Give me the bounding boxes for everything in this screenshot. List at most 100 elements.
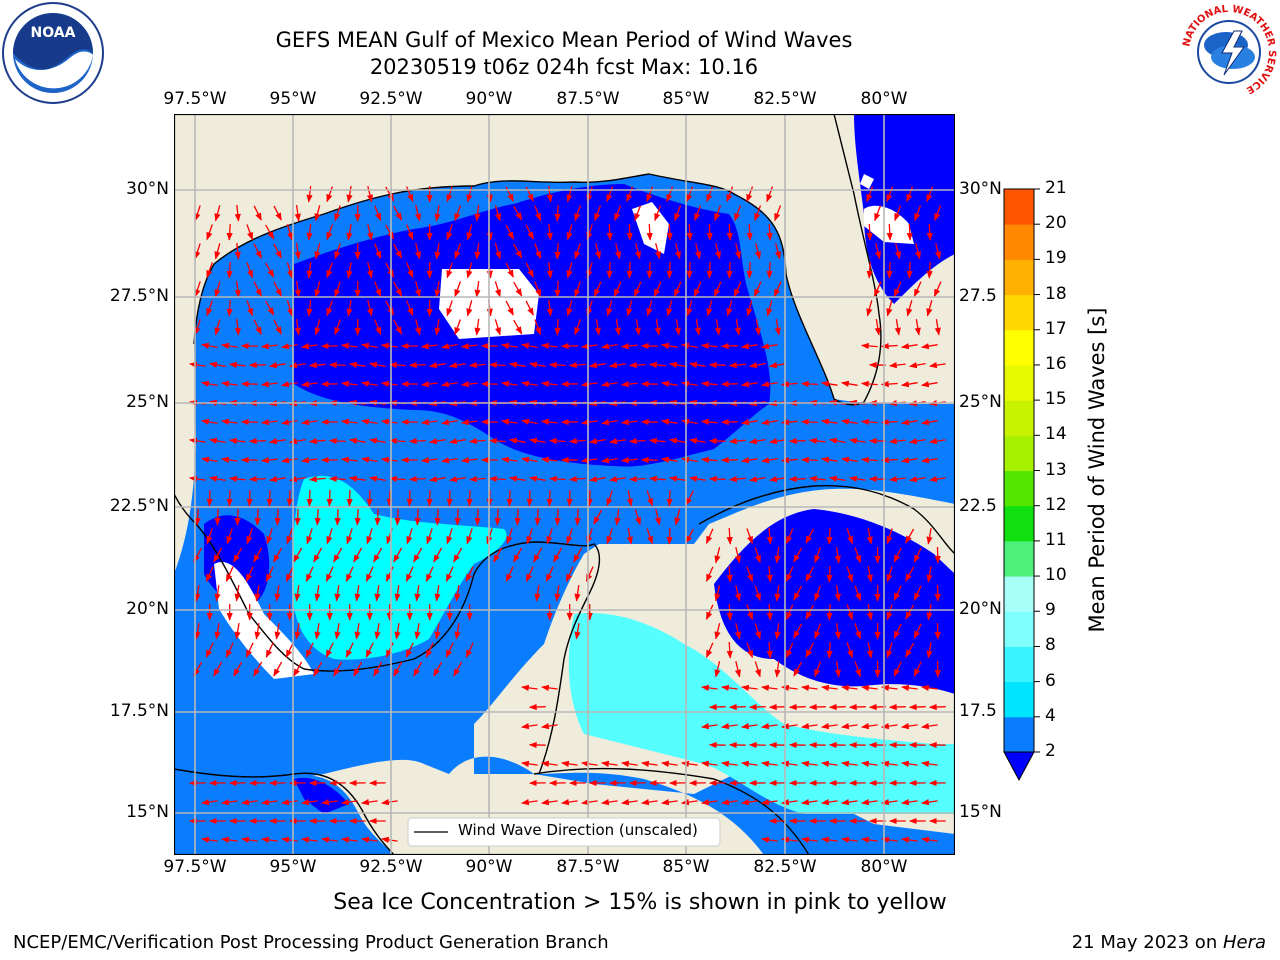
wind-wave-arrow [306,300,313,317]
wind-wave-arrow [788,703,806,711]
wind-wave-arrow [749,476,766,483]
wind-wave-arrow [354,508,361,526]
wind-wave-arrow [901,381,918,388]
wind-wave-arrow [253,281,262,297]
wind-wave-arrow [566,489,573,507]
wind-wave-arrow [893,661,902,677]
colorbar-segment [1004,259,1034,296]
wind-wave-arrow [669,437,686,444]
wind-wave-arrow [269,438,286,445]
wind-wave-arrow [474,281,481,298]
wind-wave-arrow [685,490,694,506]
wind-wave-arrow [209,361,226,368]
wind-wave-arrow [234,242,241,260]
wind-wave-arrow [893,623,902,639]
wind-wave-arrow [294,622,301,640]
wind-wave-arrow [221,380,238,387]
wind-wave-arrow [294,319,301,336]
wind-wave-arrow [361,342,378,349]
wind-wave-arrow [314,281,321,298]
wind-wave-arrow [741,343,758,350]
noaa-logo-text: NOAA [31,25,76,41]
wind-wave-arrow [646,490,653,507]
wind-wave-arrow [194,319,201,336]
wind-wave-arrow [425,566,434,583]
wind-wave-arrow [926,565,933,583]
wind-wave-arrow [194,585,201,602]
wind-wave-arrow [708,703,726,711]
wind-wave-arrow [841,760,858,767]
wind-wave-arrow [905,528,915,544]
wind-wave-arrow [286,300,293,317]
wind-wave-arrow [545,566,554,583]
wind-wave-arrow [926,603,933,621]
wind-wave-arrow [805,604,814,620]
colorbar-segment [1004,400,1034,436]
wind-wave-arrow [460,343,478,350]
wind-wave-arrow [434,622,441,640]
lon-tick-label-top: 87.5°W [556,89,620,109]
wind-wave-arrow [829,475,846,482]
colorbar-segment [1004,294,1034,331]
wind-wave-arrow [741,457,758,464]
wind-wave-arrow [785,528,794,545]
wind-wave-arrow [761,419,778,426]
wind-wave-arrow [546,489,553,507]
coastline [174,493,601,775]
wind-wave-arrow [525,224,534,240]
wind-wave-arrow [661,760,678,767]
wind-wave-arrow [793,661,803,677]
wind-wave-arrow [886,186,894,203]
wind-wave-arrow [808,437,826,445]
wind-wave-arrow [541,799,558,806]
wind-wave-arrow [408,437,426,445]
wind-wave-arrow [654,205,662,222]
wind-wave-arrow [525,262,534,278]
wind-wave-arrow [325,642,334,658]
wind-wave-arrow [754,547,761,564]
wind-wave-arrow [513,205,523,221]
colorbar-tick-label: 16 [1045,353,1067,374]
wind-wave-arrow [926,223,933,241]
colorbar-tick-label: 9 [1045,600,1056,621]
wind-wave-arrow [626,261,633,279]
wind-wave-arrow [441,381,458,388]
colorbar-segment [1004,189,1034,225]
wind-wave-arrow [194,205,201,222]
wind-wave-arrow [841,456,858,463]
wind-wave-arrow [566,262,573,279]
wind-wave-arrow [620,418,638,426]
wind-wave-arrow [253,319,262,335]
lat-tick-label-left: 15°N [126,802,169,822]
wind-wave-arrow [785,566,794,583]
wind-wave-arrow [354,585,361,602]
wind-wave-arrow [509,475,526,482]
wind-wave-arrow [746,566,754,583]
wind-wave-arrow [540,380,558,387]
wind-wave-arrow [206,489,213,507]
wind-wave-arrow [866,261,873,279]
wind-wave-arrow [494,205,501,222]
wind-wave-arrow [414,205,421,222]
wind-wave-arrow [805,528,814,544]
wind-wave-arrow [766,300,773,317]
wind-wave-arrow [253,205,262,221]
wind-wave-arrow [521,380,538,387]
caribbean-cyan [568,613,955,814]
wind-wave-arrow [468,475,486,483]
wind-wave-arrow [201,799,218,806]
wind-wave-arrow [306,489,313,507]
wind-wave-arrow [266,489,273,507]
wind-wave-arrow [254,585,261,602]
wind-wave-arrow [800,418,818,426]
wind-wave-arrow [574,319,581,336]
wind-wave-arrow [734,243,741,260]
wind-wave-arrow [886,261,893,279]
wind-wave-arrow [860,456,878,464]
wind-wave-arrow [829,437,846,444]
wind-wave-arrow [254,622,261,640]
wind-wave-arrow [201,342,218,349]
wind-wave-arrow [714,318,721,336]
wind-wave-arrow [594,243,601,260]
wind-wave-arrow [246,489,253,507]
